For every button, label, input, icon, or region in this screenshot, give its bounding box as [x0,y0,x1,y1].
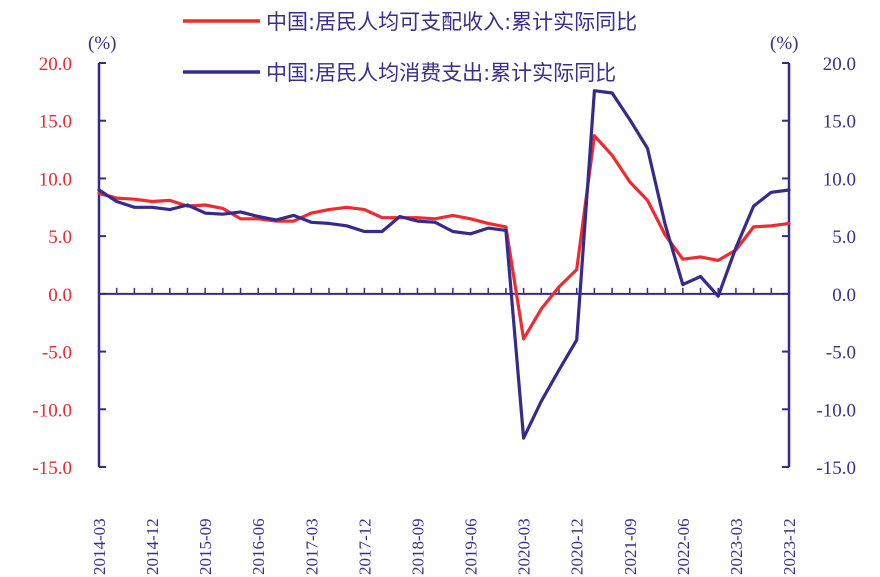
y-tick-label-right: 0.0 [832,285,856,306]
x-tick-label: 2014-12 [143,518,162,575]
x-tick-label: 2019-06 [462,518,481,575]
series-layer [97,89,791,440]
x-tick-label: 2023-03 [727,518,746,575]
y-tick-label-right: 10.0 [823,169,856,190]
y-tick-label-left: -10.0 [32,400,72,421]
y-tick-label-right: 20.0 [823,54,856,75]
x-tick-label: 2016-06 [249,518,268,575]
y-tick-label-right: 15.0 [823,112,856,133]
x-tick-label: 2014-03 [90,518,109,575]
axes: 20.0 20.0 15.0 15.0 10.0 10.0 5.0 5.0 0.0 0.0 -5.0… [32,54,856,575]
right-axis-unit: (%) [770,33,798,54]
legend-label-income: 中国:居民人均可支配收入:累计实际同比 [266,10,637,34]
y-tick-label-left: 20.0 [39,54,72,75]
left-axis-unit: (%) [88,33,116,54]
y-tick-label-left: -15.0 [32,458,72,479]
x-tick-label: 2021-09 [621,518,640,575]
x-tick-label: 2015-09 [196,518,215,575]
x-tick-label: 2023-12 [780,518,799,575]
y-tick-label-left: 5.0 [48,227,72,248]
x-tick-label: 2020-03 [515,518,534,575]
y-tick-label-left: 15.0 [39,112,72,133]
y-tick-label-right: -5.0 [826,343,856,364]
y-tick-label-right: 5.0 [832,227,856,248]
x-tick-label: 2017-12 [355,518,374,575]
y-tick-label-left: 0.0 [48,285,72,306]
x-tick-label: 2022-06 [674,518,693,575]
y-tick-label-right: -10.0 [816,400,856,421]
y-tick-label-left: 10.0 [39,169,72,190]
legend: 中国:居民人均可支配收入:累计实际同比 中国:居民人均消费支出:累计实际同比 [183,10,637,85]
y-tick-label-left: -5.0 [42,343,72,364]
x-tick-label: 2020-12 [568,518,587,575]
y-tick-label-right: -15.0 [816,458,856,479]
series-line-income [97,134,791,341]
legend-label-consumption: 中国:居民人均消费支出:累计实际同比 [266,61,616,85]
x-tick-label: 2018-09 [408,518,427,575]
x-tick-label: 2017-03 [302,518,321,575]
series-line-consumption [97,89,791,440]
